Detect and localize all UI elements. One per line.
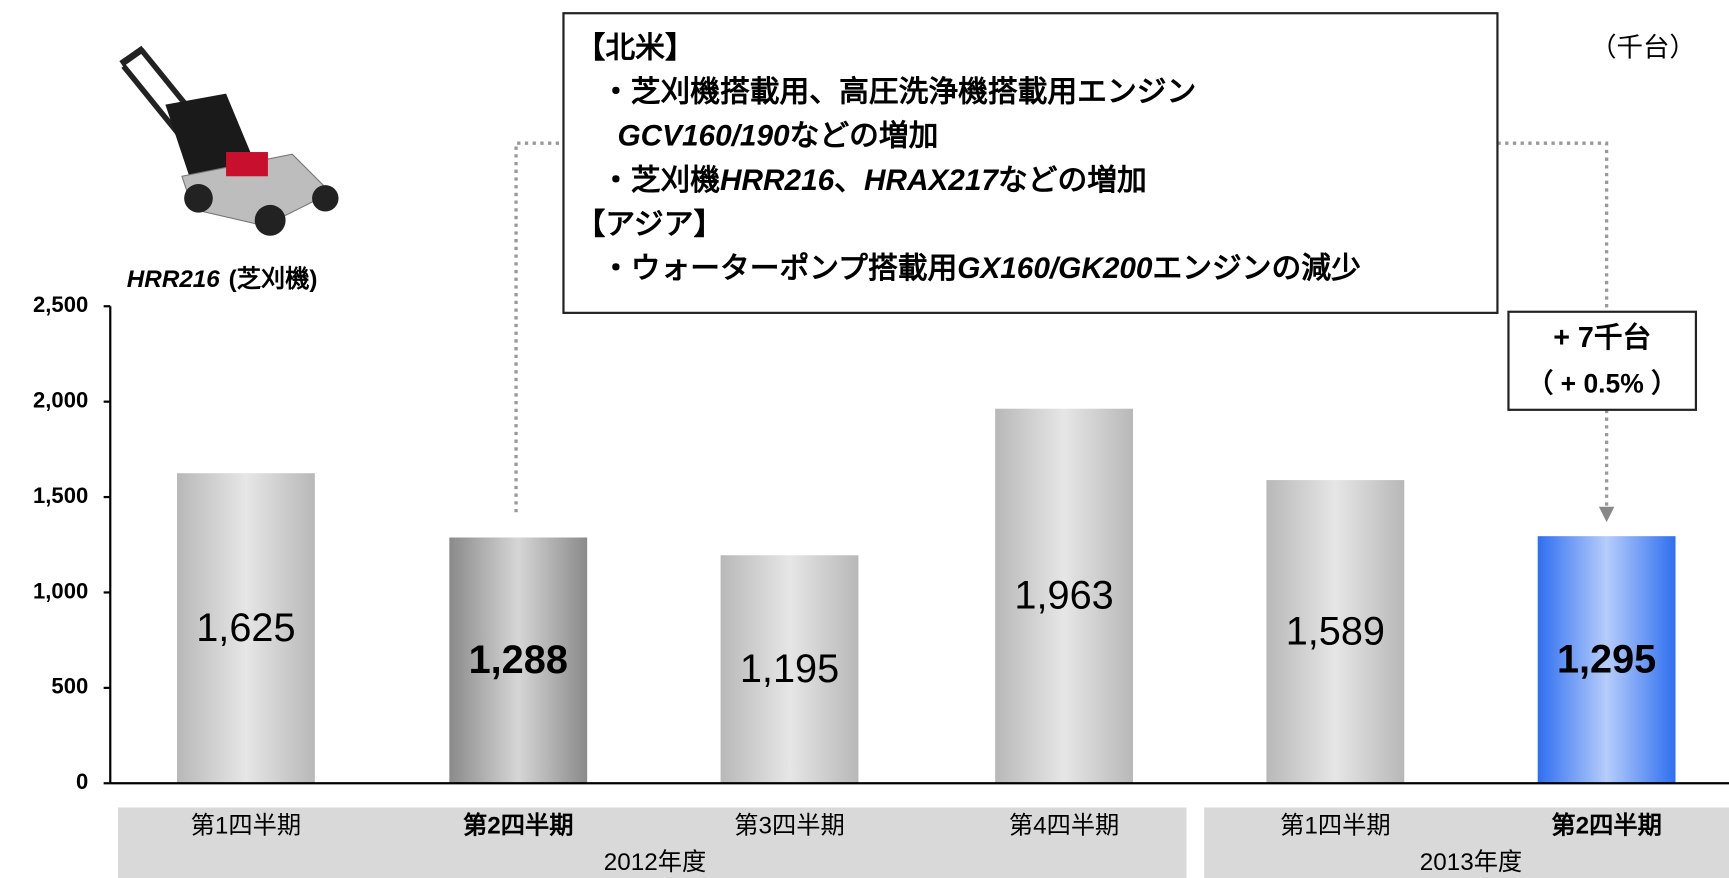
- x-tick-label: 第1四半期: [191, 813, 301, 840]
- value-label: 1,625: [196, 606, 295, 650]
- annotation-segment: 【アジア】: [576, 208, 724, 241]
- bar: [1266, 480, 1405, 784]
- annotation-line: 【北米】: [576, 31, 695, 64]
- value-label: 1,589: [1286, 609, 1385, 653]
- value-label: 1,195: [740, 647, 839, 691]
- x-tick-label: 第1四半期: [1280, 813, 1390, 840]
- bar: [995, 408, 1134, 784]
- annotation-segment: HRAX217: [864, 164, 999, 197]
- arrow-head: [1598, 506, 1615, 523]
- category-band: [117, 807, 1187, 878]
- annotation-segment: などの増加: [998, 164, 1147, 197]
- bar: [1537, 536, 1676, 784]
- annotation-segment: GX160/GK200: [957, 252, 1153, 285]
- annotation-segment: 、: [834, 164, 864, 197]
- mower-image: [119, 45, 339, 236]
- value-label: 1,288: [469, 638, 568, 682]
- annotation-segment: ・芝刈機搭載用、高圧洗浄機搭載用エンジン: [601, 76, 1196, 109]
- product-caption: HRR216 (芝刈機): [127, 266, 318, 293]
- annotation-segment: HRR216: [720, 164, 835, 197]
- annotation-line: GCV160/190などの増加: [618, 120, 939, 153]
- unit-label: （千台）: [1590, 33, 1696, 63]
- product-type: (芝刈機): [229, 266, 318, 293]
- bar: [720, 555, 859, 784]
- y-tick-label: 0: [76, 769, 88, 794]
- annotation-line: 【アジア】: [576, 208, 724, 241]
- connector: [1497, 141, 1609, 507]
- annotation-segment: GCV160/190: [618, 120, 791, 153]
- y-tick-label: 2,000: [33, 387, 88, 412]
- annotation-box: [562, 12, 1499, 314]
- y-tick-label: 1,500: [33, 483, 88, 508]
- annotation-segment: ・芝刈機: [601, 164, 720, 197]
- value-label: 1,963: [1014, 574, 1113, 618]
- x-tick-label: 第4四半期: [1009, 813, 1119, 840]
- category-band: [1204, 807, 1729, 878]
- change-percent: （ + 0.5% ）: [1527, 369, 1678, 399]
- annotation-segment: ・ウォーターポンプ搭載用: [601, 252, 957, 285]
- annotation-segment: 【北米】: [576, 31, 695, 64]
- x-tick-label: 第2四半期: [1551, 812, 1661, 840]
- x-tick-label: 第2四半期: [463, 812, 573, 840]
- product-model: HRR216: [127, 266, 221, 293]
- annotation-segment: などの増加: [790, 120, 939, 153]
- bar: [449, 537, 588, 784]
- change-box: [1507, 310, 1698, 411]
- annotation-line: ・ウォーターポンプ搭載用GX160/GK200エンジンの減少: [601, 252, 1361, 285]
- annotation-line: ・芝刈機HRR216、HRAX217などの増加: [601, 164, 1147, 197]
- group-label: 2012年度: [604, 849, 706, 876]
- change-amount: + 7千台: [1553, 321, 1651, 354]
- y-tick-label: 1,000: [33, 578, 88, 603]
- y-tick-label: 2,500: [33, 292, 88, 317]
- y-tick-label: 500: [51, 674, 88, 699]
- group-label: 2013年度: [1420, 849, 1522, 876]
- annotation-line: ・芝刈機搭載用、高圧洗浄機搭載用エンジン: [601, 76, 1196, 109]
- x-tick-label: 第3四半期: [734, 813, 844, 840]
- connector: [514, 141, 564, 513]
- annotation-segment: エンジンの減少: [1152, 252, 1360, 285]
- bar: [176, 473, 315, 784]
- value-label: 1,295: [1557, 637, 1656, 681]
